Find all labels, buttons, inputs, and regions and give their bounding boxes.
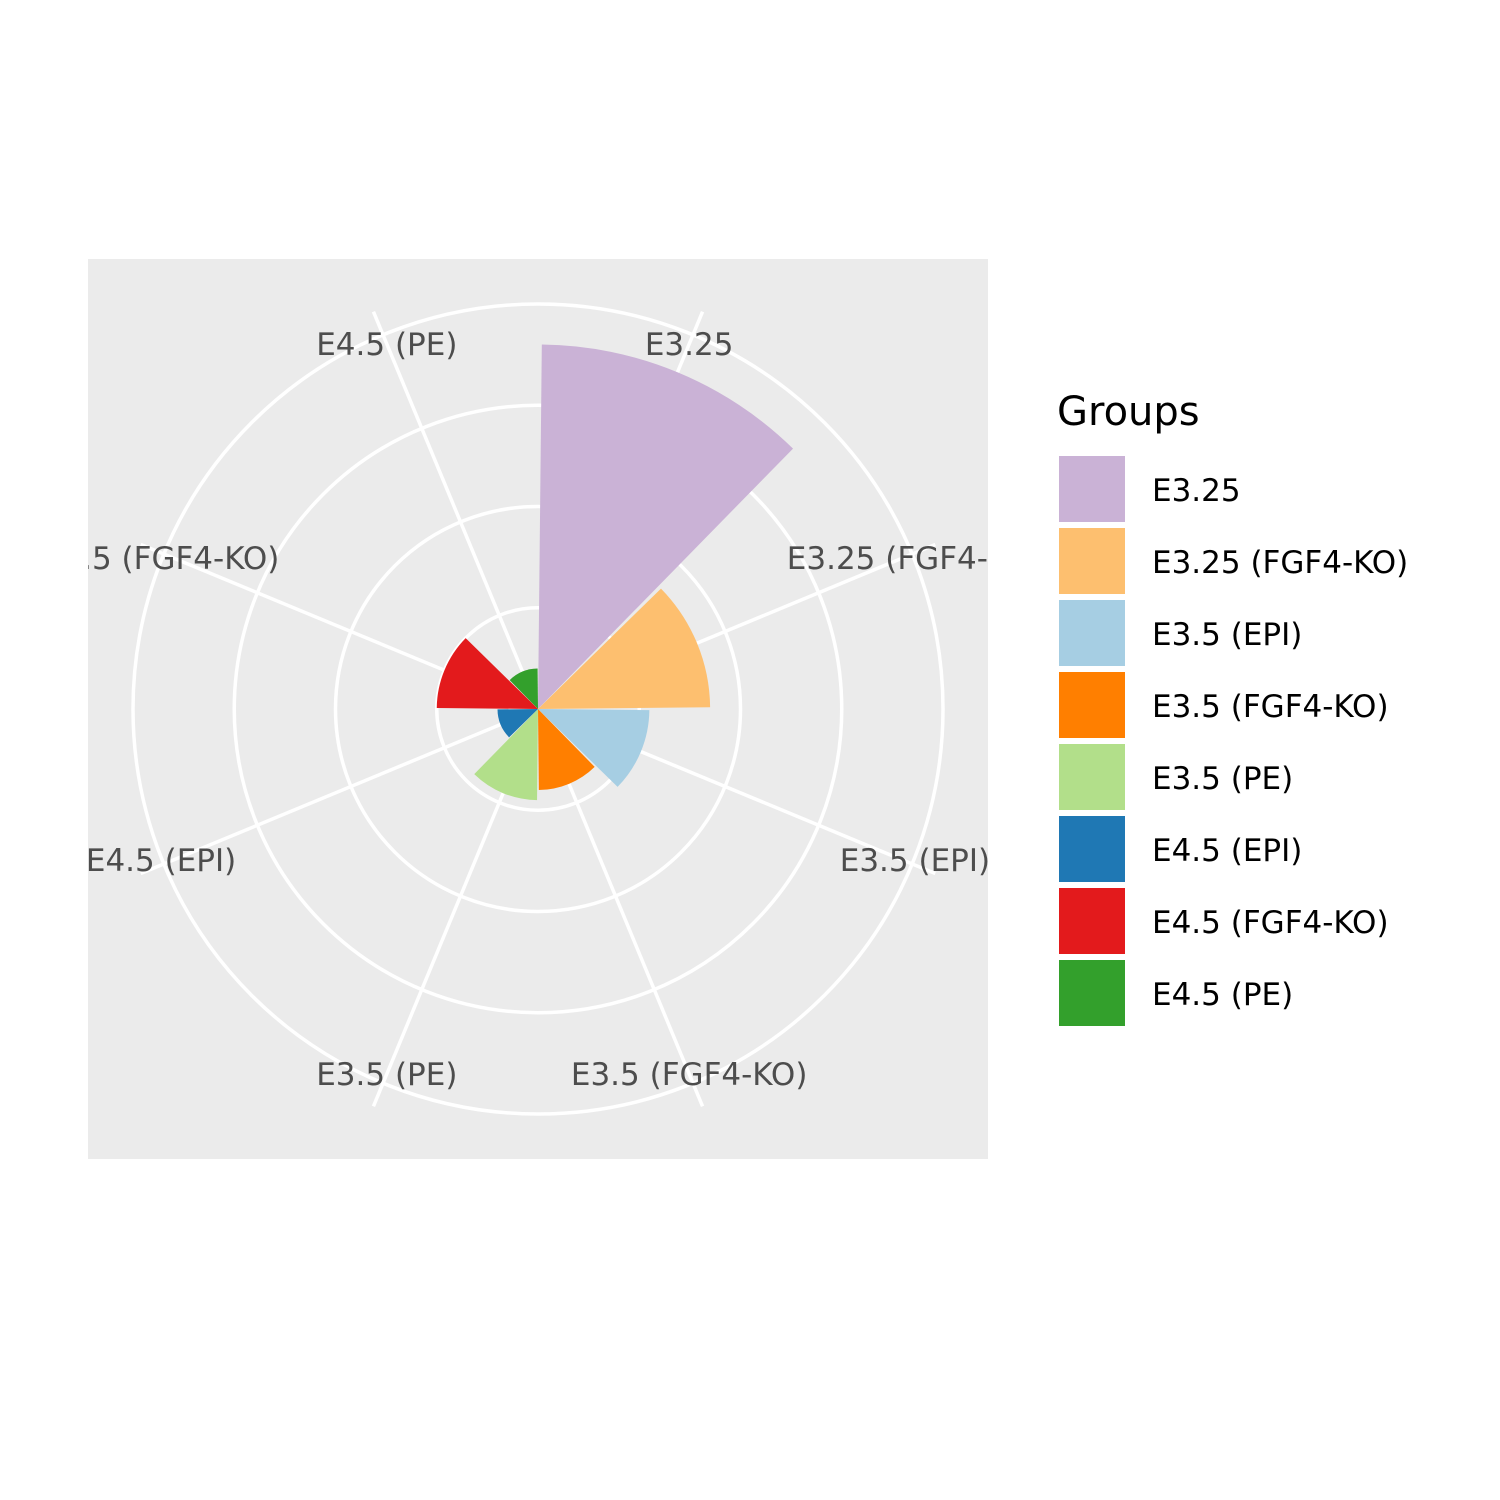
angle-tick-label: E3.5 (EPI) <box>840 843 990 879</box>
angle-tick-label: E4.5 (PE) <box>316 327 457 363</box>
bar-wedge <box>474 709 538 801</box>
grid-spoke <box>371 311 540 710</box>
legend-swatch <box>1057 454 1127 524</box>
legend-label: E3.25 <box>1152 473 1241 509</box>
legend-label: E3.5 (FGF4-KO) <box>1152 689 1389 725</box>
bar-wedge <box>436 638 538 709</box>
angle-labels: E3.25 E3.25 (FGF4-KO) E3.5 (EPI) E3.5 (FGF4… <box>43 327 1043 1093</box>
legend-label: E4.5 (EPI) <box>1152 833 1302 869</box>
grid-circle <box>232 403 844 1015</box>
grid-circle <box>333 504 743 914</box>
bar-wedge <box>538 344 794 709</box>
bars <box>436 344 794 801</box>
angle-tick-label: E3.25 <box>645 327 734 363</box>
angle-tick-label: E4.5 (FGF4-KO) <box>43 541 280 577</box>
bar-wedge <box>509 668 538 709</box>
bar-wedge <box>538 588 711 709</box>
bar-wedge <box>497 709 538 738</box>
legend-swatch <box>1057 958 1127 1028</box>
legend-label: E4.5 (FGF4-KO) <box>1152 905 1389 941</box>
legend-label: E4.5 (PE) <box>1152 977 1293 1013</box>
legend-entries: E3.25 E3.25 (FGF4-KO) E3.5 (EPI) E3.5 (FGF4… <box>1057 454 1408 1028</box>
legend-label: E3.5 (PE) <box>1152 761 1293 797</box>
bar-wedge <box>538 709 650 787</box>
grid-circle <box>435 606 641 812</box>
angle-tick-label: E3.5 (FGF4-KO) <box>571 1057 808 1093</box>
legend-swatch <box>1057 742 1127 812</box>
legend-swatch <box>1057 886 1127 956</box>
legend-swatch <box>1057 598 1127 668</box>
grid-spoke <box>140 707 539 876</box>
legend-label: E3.25 (FGF4-KO) <box>1152 545 1408 581</box>
grid-circle <box>131 302 945 1116</box>
legend-swatch <box>1057 814 1127 884</box>
angle-tick-label: E3.5 (PE) <box>316 1057 457 1093</box>
bar-wedge <box>538 709 595 790</box>
angle-tick-label: E3.25 (FGF4-KO) <box>787 541 1043 577</box>
legend-label: E3.5 (EPI) <box>1152 617 1302 653</box>
legend-title: Groups <box>1057 389 1200 435</box>
legend-swatch <box>1057 526 1127 596</box>
legend-swatch <box>1057 670 1127 740</box>
angle-tick-label: E4.5 (EPI) <box>86 843 236 879</box>
